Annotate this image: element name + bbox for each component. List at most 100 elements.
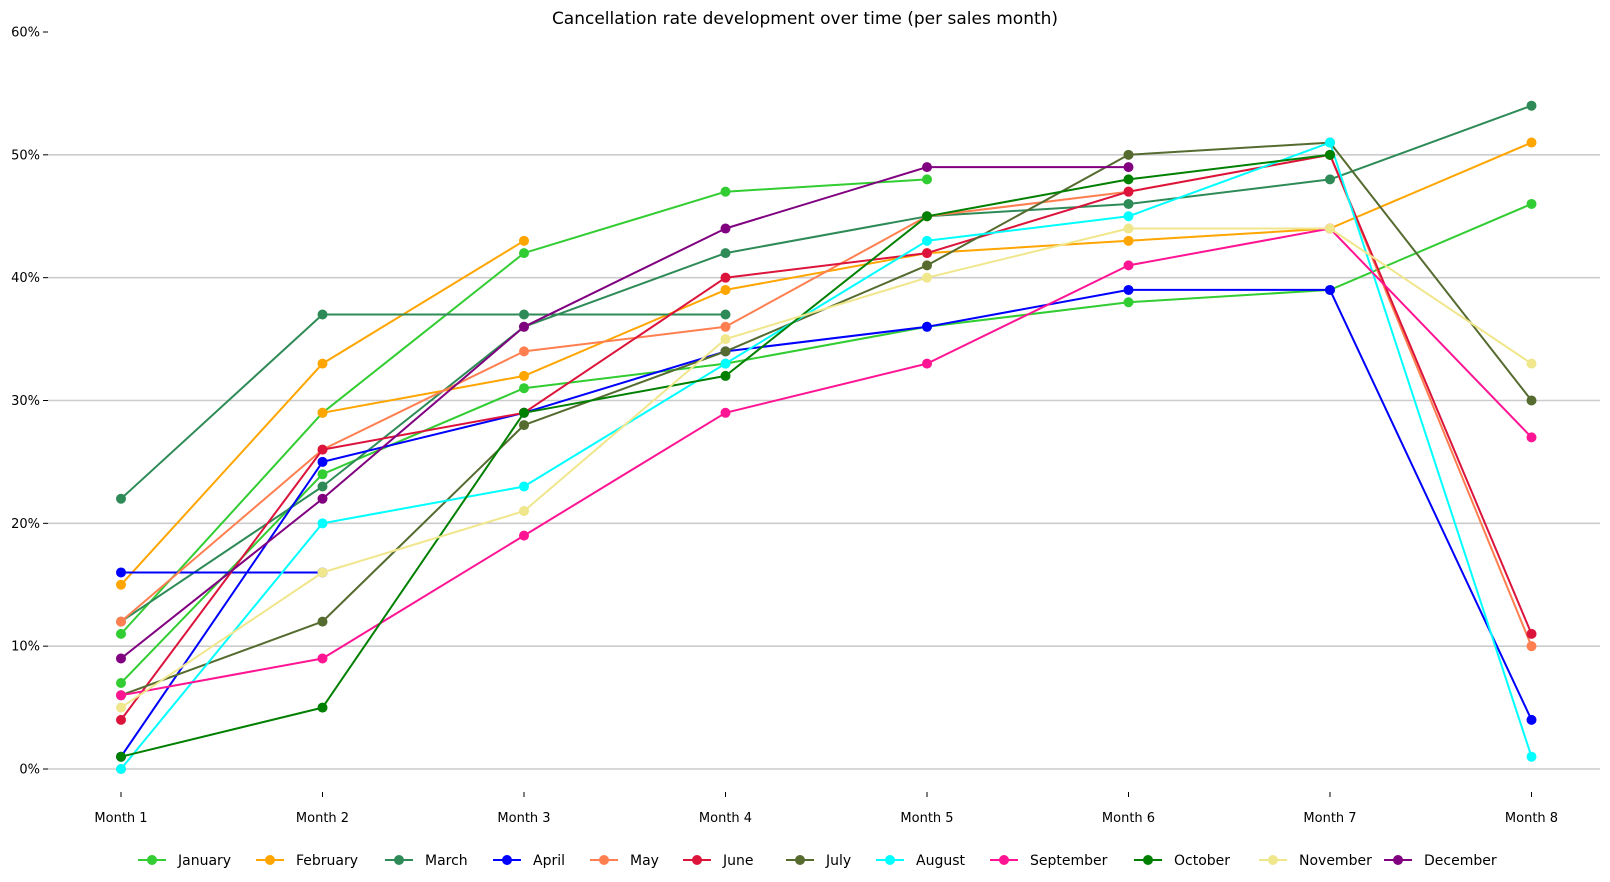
legend: January February March April May June July Augu… [138,853,1497,869]
data-point [720,309,731,320]
legend-swatch-marker [394,855,404,865]
series-october [116,149,1335,762]
series-line [120,313,726,500]
series-line [120,153,1533,721]
legend-item: January [138,853,231,869]
legend-swatch-marker [1393,855,1403,865]
data-point [1123,211,1134,222]
legend-label: March [425,853,468,869]
x-tick-label: Month 5 [900,811,953,826]
data-point [519,420,529,431]
data-point [1526,358,1537,369]
data-point [922,235,932,246]
series-december [116,162,1134,664]
data-point [1526,628,1537,639]
data-point [317,702,328,713]
data-point [519,235,529,246]
legend-swatch-marker [1143,855,1153,865]
data-point [317,567,328,578]
series-line [120,141,1533,697]
legend-item: August [876,853,966,869]
data-point [317,653,328,664]
data-point [317,469,328,480]
data-point [1526,395,1537,406]
data-point [116,690,126,701]
data-point [519,530,529,541]
data-point [720,272,731,283]
legend-label: August [916,853,966,869]
data-point [519,383,529,394]
legend-item: November [1259,853,1372,869]
data-point [1325,149,1335,160]
data-point [1325,284,1335,295]
y-tick-label: 60% [11,26,40,41]
data-point [922,174,932,185]
legend-item: February [256,853,358,869]
data-point [922,162,932,173]
series-line [120,166,1129,660]
data-point [1123,297,1134,308]
data-point [1123,186,1134,197]
legend-item: July [786,853,851,869]
data-point [317,481,328,492]
data-point [720,334,731,345]
data-point [519,370,529,381]
data-point [1325,137,1335,148]
data-point [1526,641,1537,652]
data-point [1123,162,1134,173]
data-point [317,493,328,504]
data-point [116,616,126,627]
data-point [519,481,529,492]
y-axis: 0% 10% 20% 30% 40% 50% 60% [11,26,48,778]
chart-title: Cancellation rate development over time … [552,9,1058,29]
legend-item: December [1384,853,1497,869]
y-tick-label: 0% [19,763,40,778]
y-tick-label: 30% [11,394,40,409]
data-point [317,407,328,418]
legend-label: June [722,853,754,869]
data-point [317,456,328,467]
data-point [317,309,328,320]
x-tick-label: Month 1 [94,811,147,826]
gridlines [48,154,1600,770]
data-point [519,506,529,517]
data-point [116,628,126,639]
legend-swatch-marker [502,855,512,865]
series-line [120,141,1533,770]
data-point [720,346,731,357]
series-november [116,223,1537,713]
legend-item: September [990,853,1108,869]
data-point [720,284,731,295]
legend-swatch-marker [795,855,805,865]
series-april [116,567,328,578]
y-tick-label: 10% [11,640,40,655]
data-point [720,407,731,418]
series-august [116,137,1537,774]
series-line [120,104,1532,623]
data-point [317,616,328,627]
legend-swatch-marker [147,855,157,865]
legend-item: June [683,853,754,869]
data-point [720,186,731,197]
legend-label: January [177,853,231,869]
legend-label: July [825,853,851,869]
data-point [116,702,126,713]
legend-label: February [296,853,358,869]
data-point [922,211,932,222]
y-tick-label: 50% [11,148,40,163]
data-point [1526,432,1537,443]
data-point [922,321,932,332]
series-line [120,227,1533,709]
y-tick-label: 20% [11,517,40,532]
legend-label: May [630,853,659,869]
data-point [1123,284,1134,295]
data-point [317,518,328,529]
x-axis: Month 1 Month 2 Month 3 Month 4 Month 5 Month… [94,792,1558,826]
data-point [922,358,932,369]
legend-swatch-marker [599,855,609,865]
data-point [1123,174,1134,185]
data-point [1526,714,1537,725]
data-point [1123,260,1134,271]
y-tick-label: 40% [11,271,40,286]
legend-item: March [385,853,468,869]
